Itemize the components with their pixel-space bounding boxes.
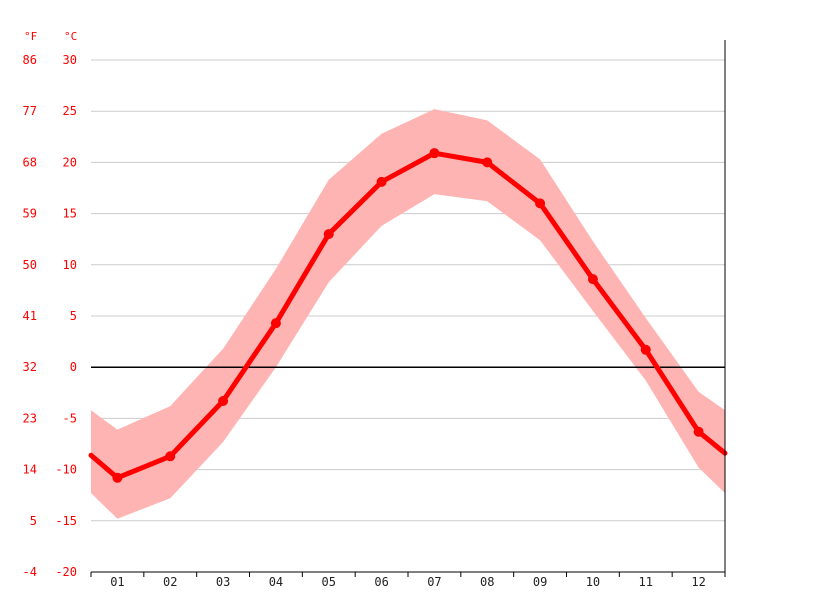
celsius-tick-label: 25	[63, 104, 77, 118]
tick-labels: °F °C 30862577206815591050541032-523-101…	[23, 30, 706, 589]
fahrenheit-tick-label: 59	[23, 207, 37, 221]
month-tick-label: 02	[163, 575, 177, 589]
data-point	[693, 426, 704, 437]
fahrenheit-tick-label: 50	[23, 258, 37, 272]
data-point	[482, 157, 493, 168]
data-point	[376, 176, 387, 187]
month-tick-label: 04	[269, 575, 283, 589]
month-tick-label: 07	[427, 575, 441, 589]
data-point	[218, 395, 229, 406]
month-tick-label: 06	[374, 575, 388, 589]
range-band	[91, 109, 725, 519]
month-tick-label: 05	[322, 575, 336, 589]
fahrenheit-tick-label: 14	[23, 463, 37, 477]
fahrenheit-tick-label: 68	[23, 155, 37, 169]
temperature-range-band	[91, 109, 725, 519]
celsius-unit-label: °C	[64, 30, 77, 43]
celsius-tick-label: 30	[63, 53, 77, 67]
celsius-tick-label: -20	[55, 565, 77, 579]
celsius-tick-label: -10	[55, 463, 77, 477]
celsius-tick-label: 5	[70, 309, 77, 323]
fahrenheit-tick-label: 86	[23, 53, 37, 67]
fahrenheit-tick-label: -4	[23, 565, 37, 579]
axes	[90, 40, 726, 577]
data-point	[429, 148, 440, 159]
celsius-tick-label: -15	[55, 514, 77, 528]
mean-line	[88, 150, 728, 481]
month-tick-label: 03	[216, 575, 230, 589]
fahrenheit-tick-label: 5	[30, 514, 37, 528]
month-tick-label: 08	[480, 575, 494, 589]
celsius-tick-label: 10	[63, 258, 77, 272]
month-tick-label: 12	[691, 575, 705, 589]
data-point	[270, 318, 281, 329]
month-tick-label: 09	[533, 575, 547, 589]
month-tick-label: 10	[586, 575, 600, 589]
fahrenheit-tick-label: 41	[23, 309, 37, 323]
celsius-tick-label: -5	[63, 411, 77, 425]
data-point	[587, 274, 598, 285]
month-tick-label: 01	[110, 575, 124, 589]
fahrenheit-tick-label: 23	[23, 411, 37, 425]
fahrenheit-unit-label: °F	[24, 30, 37, 43]
fahrenheit-tick-label: 32	[23, 360, 37, 374]
data-point	[165, 451, 176, 462]
celsius-tick-label: 0	[70, 360, 77, 374]
celsius-tick-label: 15	[63, 207, 77, 221]
data-point	[640, 344, 651, 355]
celsius-tick-label: 20	[63, 155, 77, 169]
mean-temperature-series	[88, 148, 728, 483]
fahrenheit-tick-label: 77	[23, 104, 37, 118]
data-point	[535, 198, 546, 209]
data-point	[323, 229, 334, 240]
data-point	[112, 472, 123, 483]
month-tick-label: 11	[639, 575, 653, 589]
